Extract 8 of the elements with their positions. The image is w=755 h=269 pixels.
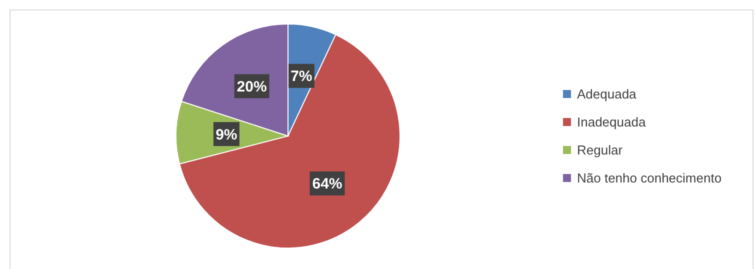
legend-label: Inadequada [577,114,646,130]
data-label: 7% [290,68,312,86]
data-label: 20% [236,78,267,96]
legend-label: Regular [577,142,624,158]
legend-label: Não tenho conhecimento [577,170,722,186]
legend-label: Adequada [577,86,638,102]
data-label: 9% [216,126,238,144]
data-label: 64% [312,176,342,193]
